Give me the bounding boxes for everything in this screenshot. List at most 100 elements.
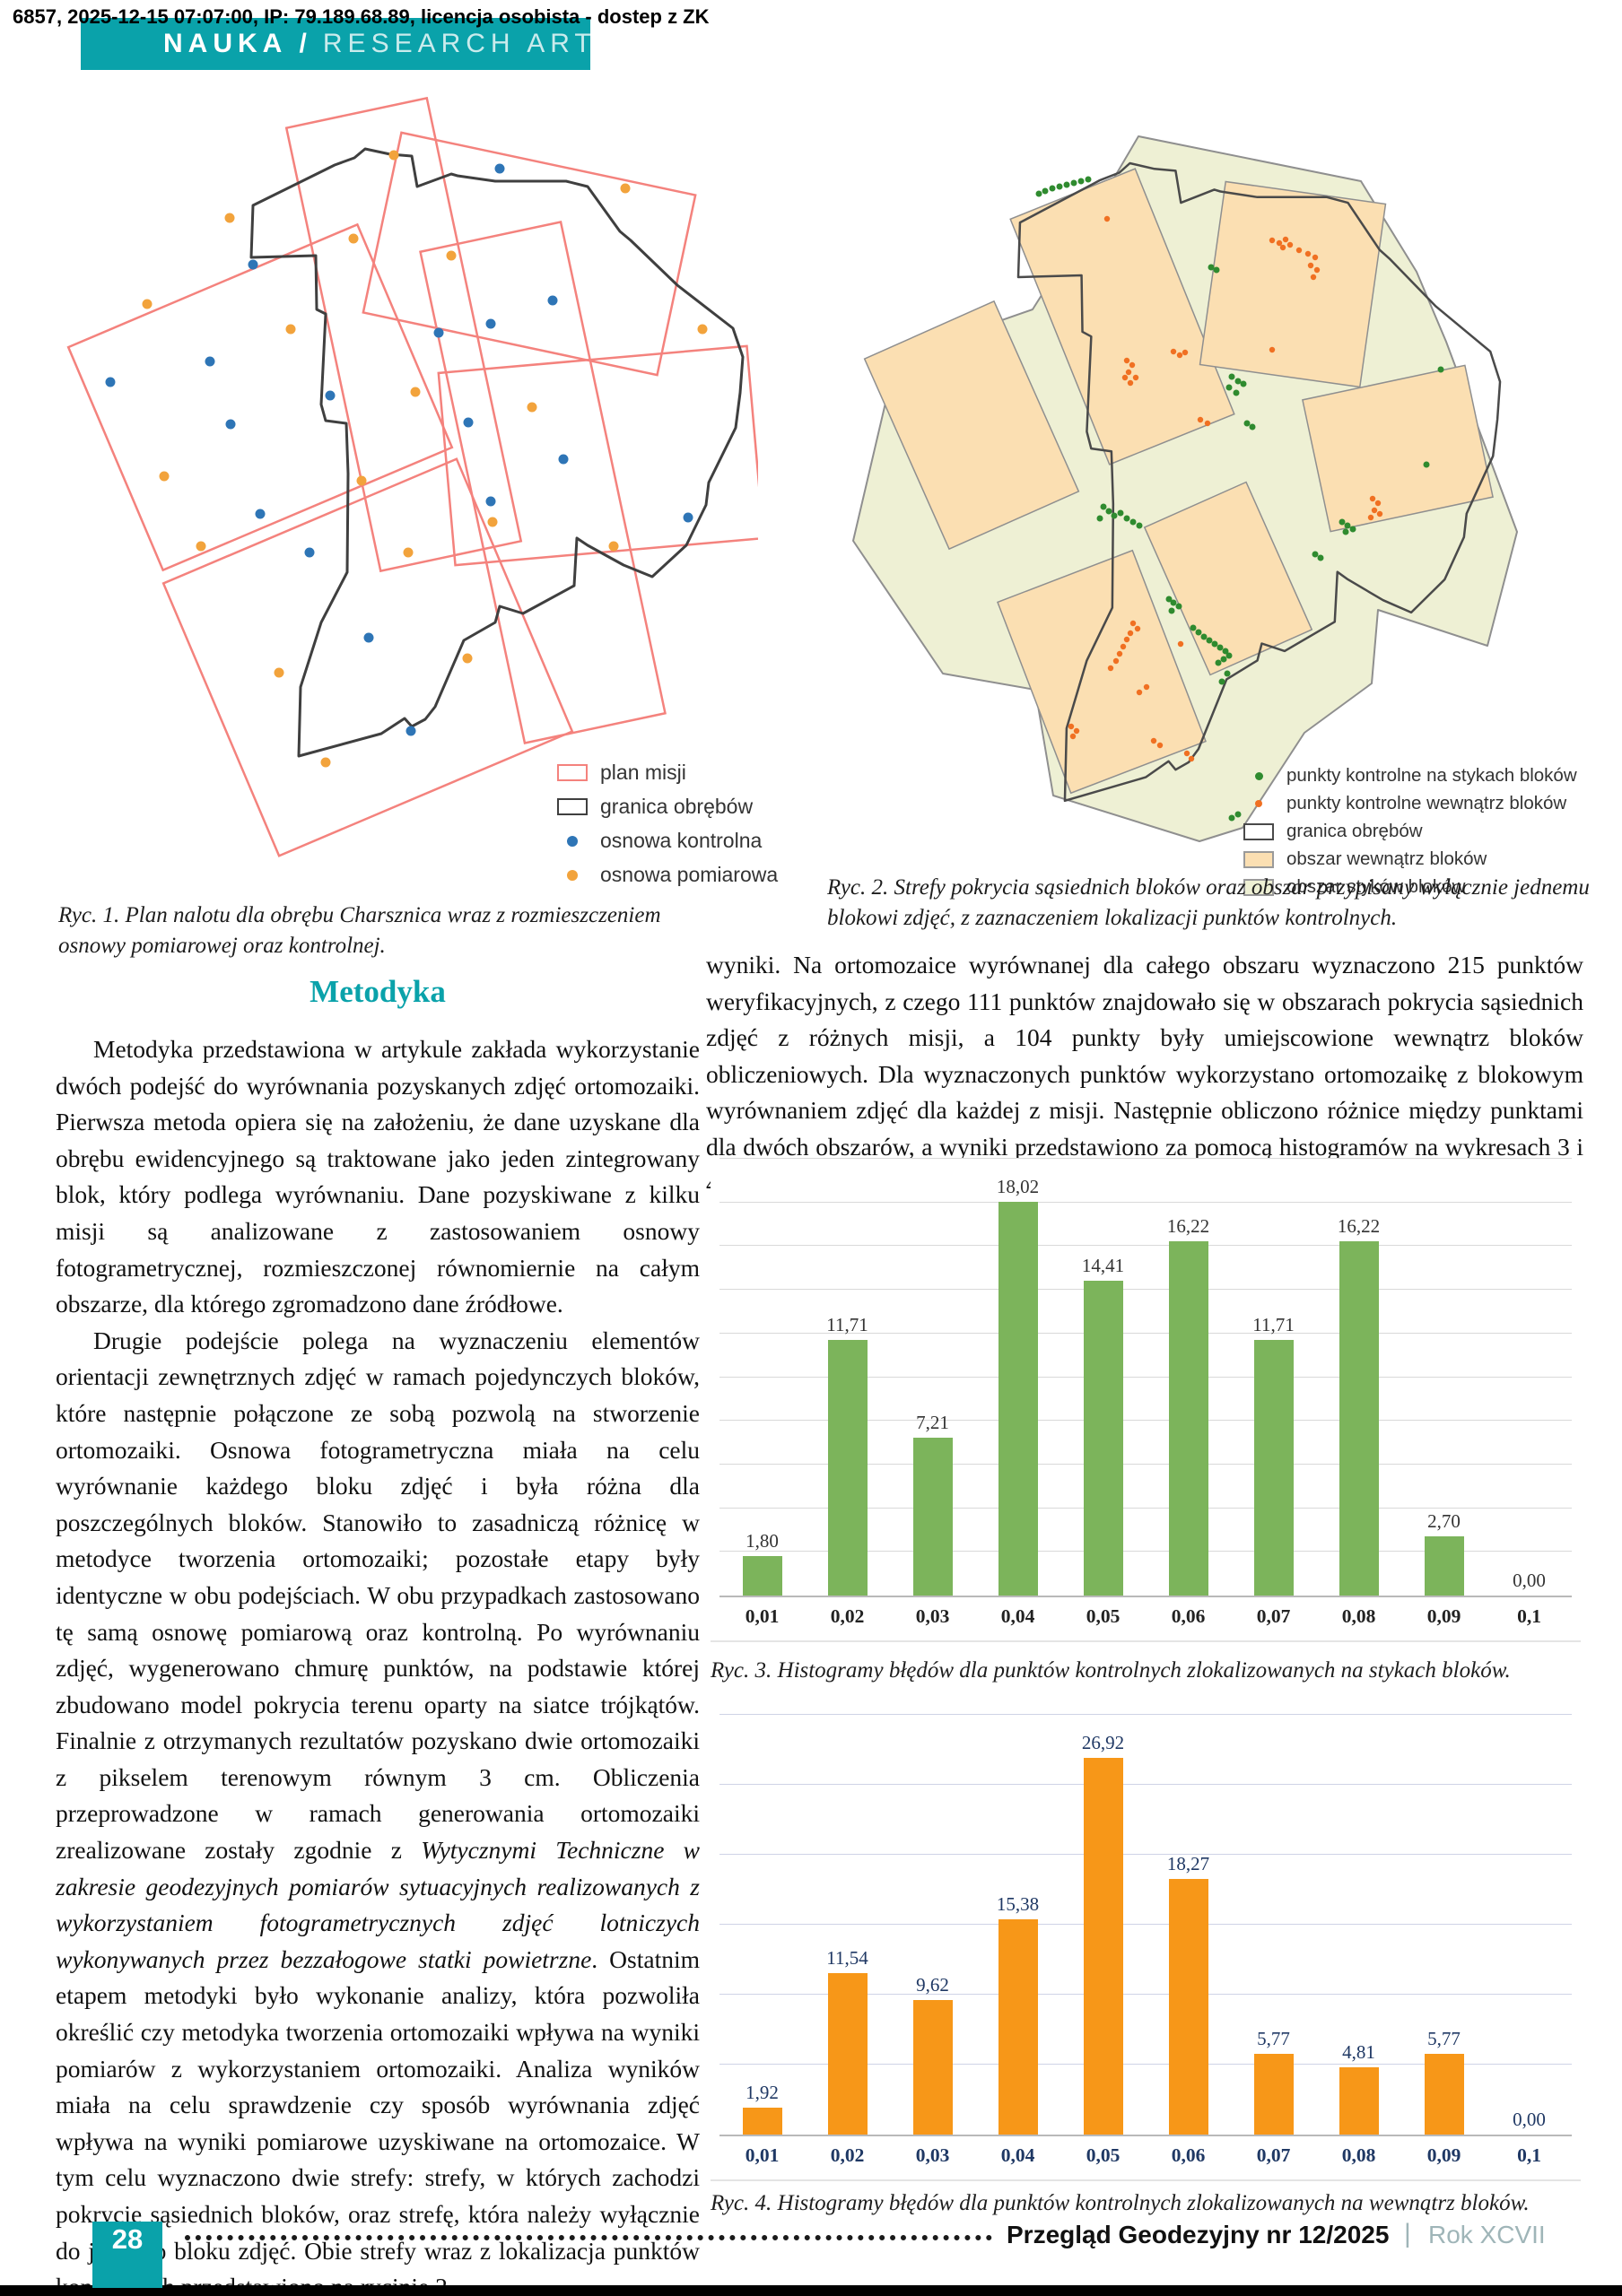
journal-title: Przegląd Geodezyjny nr 12/2025 (1007, 2221, 1390, 2248)
survey-point-dot (608, 541, 619, 552)
license-watermark: 6857, 2025-12-15 07:07:00, IP: 79.189.68… (13, 5, 710, 28)
gridline (719, 1924, 1572, 1925)
gridline (719, 1332, 1572, 1334)
inner-check-point-dot (1182, 349, 1189, 356)
legend-item: obszar wewnątrz bloków (1238, 848, 1577, 870)
survey-point-dot (446, 250, 457, 261)
inner-check-point-dot (1069, 733, 1077, 740)
x-tick-label: 0,07 (1256, 1605, 1291, 1627)
x-tick-label: 0,08 (1341, 2144, 1376, 2166)
legend-item: granica obrębów (552, 795, 778, 819)
bar-value-label: 0,00 (1513, 2109, 1546, 2130)
seam-check-point-dot (1349, 526, 1356, 533)
inner-check-point-dot (1127, 379, 1134, 387)
x-tick-label: 0,03 (915, 1605, 950, 1627)
seam-check-point-dot (1220, 656, 1227, 663)
inner-block-area (1302, 364, 1494, 533)
survey-point-dot (356, 475, 367, 486)
gridline (719, 1376, 1572, 1378)
inner-check-point-dot (1279, 244, 1286, 251)
bar-columns: 1,80 11,71 7,21 18,02 14,41 16,22 11,71 16,22 2,… (719, 1159, 1572, 1596)
seam-check-point-dot (1063, 181, 1070, 188)
inner-check-point-dot (1107, 665, 1114, 672)
legend-item: osnowa kontrolna (552, 829, 778, 853)
bar-column: 11,71 (1231, 1314, 1316, 1596)
seam-check-point-dot (1228, 814, 1235, 822)
seam-check-point-dot (1111, 512, 1118, 519)
seam-check-point-dot (1437, 366, 1444, 373)
control-point-dot (105, 377, 116, 387)
x-tick-label: 0,07 (1256, 2144, 1291, 2166)
bar-column: 18,27 (1146, 1853, 1231, 2135)
inner-check-point-dot (1310, 274, 1317, 281)
seam-check-point-dot (1170, 599, 1177, 606)
gridline (719, 2064, 1572, 2066)
seam-check-point-dot (1243, 420, 1251, 427)
seam-check-point-dot (1077, 178, 1085, 185)
seam-check-point-dot (1249, 423, 1256, 430)
bar-value-label: 15,38 (996, 1893, 1040, 1916)
control-point-icon (567, 835, 578, 847)
inner-check-point-dot (1143, 683, 1150, 691)
histogram-inner-points: 1,92 11,54 9,62 15,38 26,92 18,27 5,77 4,81 5,77… (711, 1714, 1581, 2181)
seam-check-point-dot (1035, 190, 1042, 197)
legend-item: granica obrębów (1238, 821, 1577, 842)
gridline (719, 1507, 1572, 1509)
seam-check-point-dot (1085, 176, 1092, 183)
inner-check-point-dot (1176, 352, 1183, 359)
bar-value-label: 0,00 (1513, 1570, 1546, 1591)
figure-2-caption: Ryc. 2. Strefy pokrycia sąsiednich blokó… (827, 875, 1590, 930)
bar-value-label: 5,77 (1427, 2028, 1461, 2049)
bar-value-label: 11,54 (826, 1946, 868, 1969)
seam-check-point-dot (1312, 551, 1319, 558)
legend-item: osnowa pomiarowa (552, 863, 778, 887)
footer-dotted-leader (185, 2213, 992, 2240)
legend-swatch-box (552, 869, 593, 881)
legend-label: punkty kontrolne wewnątrz bloków (1286, 793, 1567, 813)
bar-column: 1,80 (719, 1530, 805, 1596)
gridline (719, 1551, 1572, 1552)
legend-dot-icon (1255, 800, 1262, 807)
chart-4-plot-area: 1,92 11,54 9,62 15,38 26,92 18,27 5,77 4,81 5,77… (719, 1714, 1572, 2136)
inner-check-point-dot (1295, 247, 1303, 254)
seam-check-point-dot (1213, 266, 1220, 274)
figure-2-block-zones-map: punkty kontrolne na stykach bloków punkty… (824, 108, 1611, 897)
seam-check-point-dot (1233, 389, 1240, 396)
inner-block-area (1199, 180, 1387, 388)
inner-check-point-dot (1286, 241, 1294, 248)
inner-check-point-dot (1103, 215, 1111, 222)
seam-check-point-dot (1105, 508, 1112, 515)
inner-check-point-dot (1112, 657, 1120, 665)
inner-check-point-dot (1269, 237, 1276, 244)
seam-check-point-dot (1215, 659, 1222, 666)
legend-label: granica obrębów (1286, 821, 1423, 841)
legend-swatch-box (1238, 822, 1279, 840)
figure-2-legend: punkty kontrolne na stykach bloków punkty… (1238, 765, 1577, 898)
bar-column: 5,77 (1401, 2028, 1487, 2135)
journal-volume: Rok XCVII (1428, 2221, 1546, 2248)
district-boundary (249, 147, 745, 758)
control-point-dot (494, 163, 505, 174)
bar-value-label: 18,27 (1166, 1853, 1210, 1874)
x-tick-label: 0,04 (1000, 1605, 1035, 1627)
mission-plan-strip (437, 344, 758, 567)
histogram-bar (1253, 2054, 1294, 2135)
inner-check-point-dot (1371, 507, 1378, 514)
bar-value-label: 26,92 (1081, 1732, 1125, 1754)
seam-check-point-dot (1100, 503, 1107, 510)
survey-point-dot (388, 150, 399, 161)
bar-column: 26,92 (1060, 1732, 1146, 2135)
gridline (719, 1158, 1572, 1159)
legend-item: plan misji (552, 761, 778, 785)
legend-swatch-box (1238, 771, 1279, 780)
legend-swatch-box (1238, 850, 1279, 868)
histogram-bar (912, 1999, 953, 2135)
bar-value-label: 11,71 (1252, 1313, 1295, 1335)
inner-check-point-dot (1127, 630, 1134, 637)
control-point-dot (205, 356, 215, 367)
histogram-bar (1168, 1241, 1208, 1596)
section-header-bar: NAUKA / RESEARCH ARTICLE (81, 18, 672, 70)
bar-column: 11,54 (805, 1947, 890, 2135)
x-tick-label: 0,09 (1426, 1605, 1461, 1627)
